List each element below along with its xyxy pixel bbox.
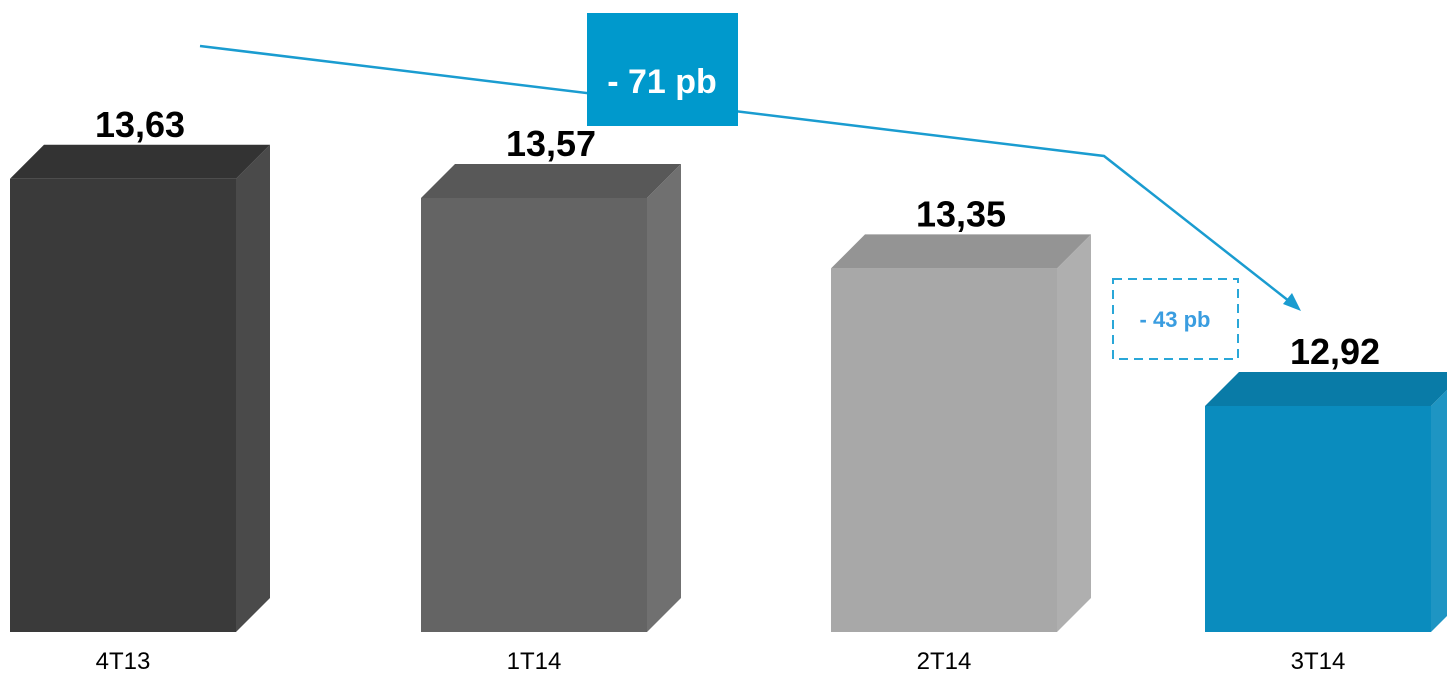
bar-1T14-top <box>421 164 681 198</box>
bar-3T14-top <box>1205 372 1447 406</box>
total-change-box <box>587 13 738 126</box>
bar-4T13-side <box>236 144 270 633</box>
category-labels: 4T13 1T14 2T14 3T14 <box>96 648 1346 675</box>
quarter-change-box <box>1112 278 1239 360</box>
bar-4T13-front <box>10 178 236 633</box>
quarter-change-label: - 43 pb <box>1140 307 1211 332</box>
bars-group <box>10 144 1447 633</box>
bar-2T14-side <box>1057 234 1091 632</box>
quarter-change-annotation: - 43 pb <box>1112 278 1239 360</box>
category-label-3T14: 3T14 <box>1291 648 1346 675</box>
bar-1T14-front <box>421 198 647 632</box>
value-label-2T14: 13,35 <box>916 193 1006 234</box>
trend-arrow-icon <box>1283 293 1301 311</box>
category-label-4T13: 4T13 <box>96 648 151 675</box>
value-label-3T14: 12,92 <box>1290 331 1380 372</box>
bar-1T14-side <box>647 164 681 632</box>
value-label-4T13: 13,63 <box>95 104 185 145</box>
total-change-label: - 71 pb <box>607 63 717 101</box>
bar-3T14-side <box>1431 390 1447 632</box>
value-labels: 13,63 13,57 13,35 12,92 <box>95 104 1380 372</box>
value-label-1T14: 13,57 <box>506 123 596 164</box>
category-label-1T14: 1T14 <box>507 648 562 675</box>
bar-2T14-front <box>831 268 1057 632</box>
bar-4T13-top <box>10 144 270 179</box>
trend-line <box>199 44 1295 306</box>
bar-2T14-top <box>831 234 1091 269</box>
bar-3T14-front <box>1205 406 1431 632</box>
category-label-2T14: 2T14 <box>917 648 972 675</box>
total-change-annotation: - 71 pb <box>587 13 738 126</box>
